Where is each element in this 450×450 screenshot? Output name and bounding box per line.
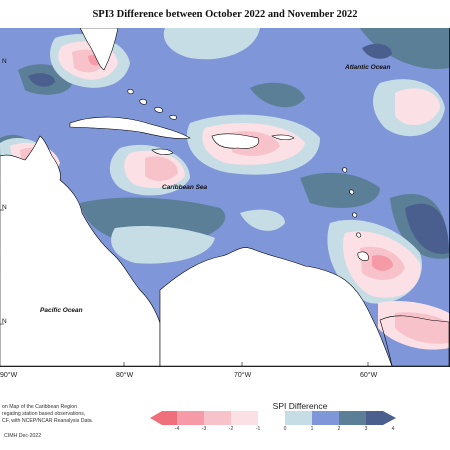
legend-tick-label: -4 <box>174 426 180 432</box>
atlantic-ocean-label: Atlantic Ocean <box>345 64 391 71</box>
legend-swatch-zero <box>258 411 285 425</box>
legend-swatch-neg3 <box>177 411 204 425</box>
lon-label-60w: 60°W <box>360 372 378 379</box>
legend-title: SPI Difference <box>272 401 328 411</box>
legend-tick-label: 4 <box>391 426 395 432</box>
spi-map <box>0 28 449 366</box>
legend-tick-label: -1 <box>255 426 261 432</box>
legend-tick-label: 2 <box>337 426 341 432</box>
graticule-ticks <box>0 209 369 366</box>
legend-swatch-neg1 <box>231 411 258 425</box>
legend-swatch-pos3 <box>339 411 366 425</box>
footnote-line-2: regating station based observations, <box>2 411 86 417</box>
footnote-line-3: CF, with NCEP/NCAR Reanalysis Data. <box>2 418 94 424</box>
legend-swatch-neg2 <box>204 411 231 425</box>
legend-swatch-pos2 <box>312 411 339 425</box>
legend-colorbar <box>150 411 396 425</box>
footnote-line-1: on Map of the Caribbean Region <box>2 404 77 410</box>
legend-swatch-pos4 <box>366 411 396 425</box>
legend-tick-label: 0 <box>283 426 287 432</box>
map-frame: Atlantic Ocean Caribbean Sea Pacific Oce… <box>0 28 450 367</box>
caribbean-sea-label: Caribbean Sea <box>162 184 208 191</box>
lon-label-90w: 90°W <box>0 372 18 379</box>
legend-tick-label: -3 <box>201 426 207 432</box>
legend-tick-label: -2 <box>228 426 234 432</box>
map-title: SPI3 Difference between October 2022 and… <box>92 9 358 20</box>
lon-label-80w: 80°W <box>116 372 134 379</box>
legend-tick-label: 1 <box>310 426 314 432</box>
legend-tick-label: 3 <box>364 426 368 432</box>
pacific-ocean-label: Pacific Ocean <box>40 307 83 314</box>
footnote-credit: CIMH Dec-2022 <box>4 433 42 439</box>
legend-swatch-neg4 <box>150 411 177 425</box>
landmass <box>0 28 449 366</box>
lon-label-70w: 70°W <box>234 372 252 379</box>
lat-label-2: N <box>2 318 7 325</box>
lat-label-1: N <box>2 204 7 211</box>
lat-label-3: N <box>2 58 7 65</box>
positive-4-patches <box>28 43 449 254</box>
legend-swatch-pos1 <box>285 411 312 425</box>
